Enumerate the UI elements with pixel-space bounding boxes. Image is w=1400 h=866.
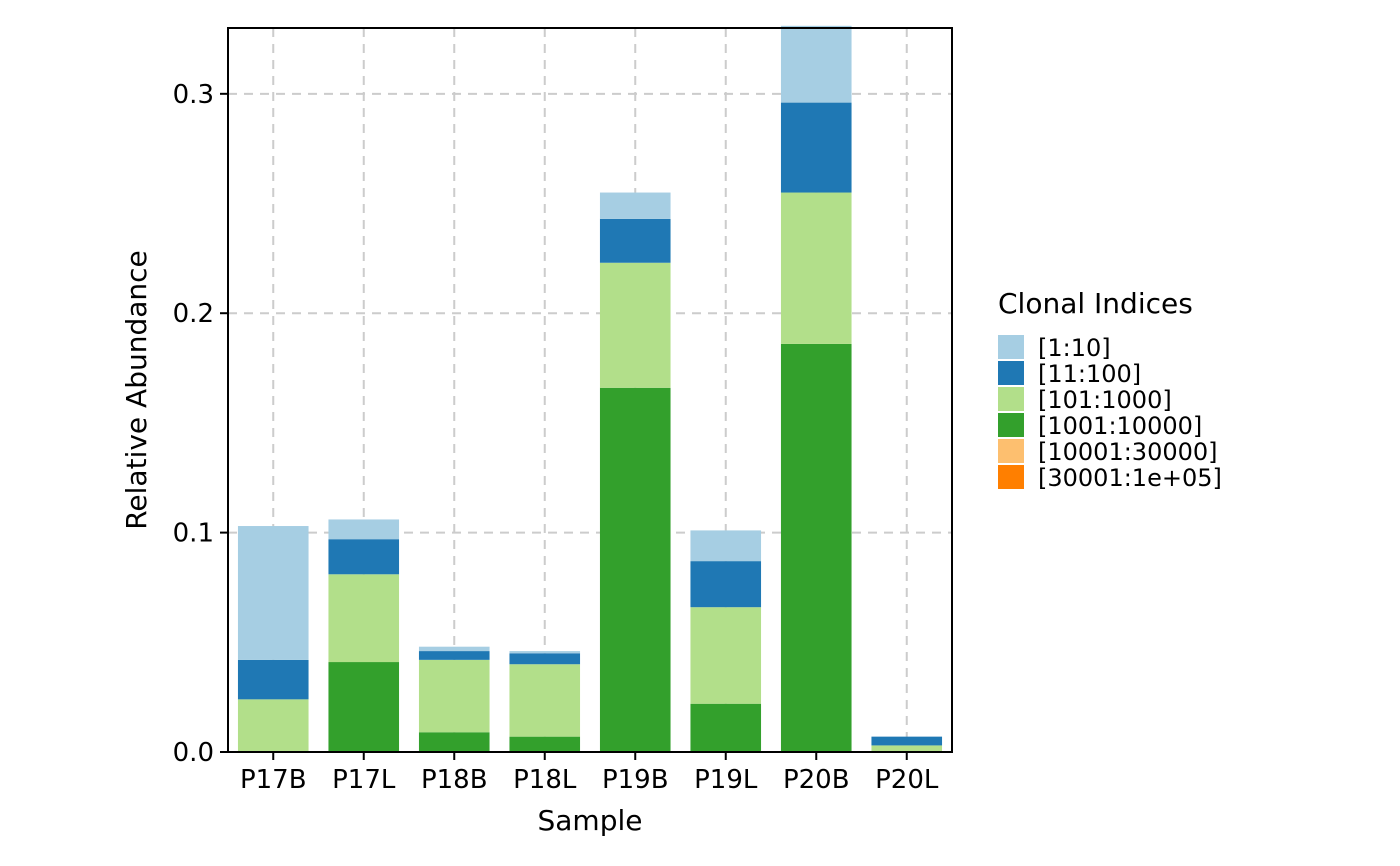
x-tick-label-5: P19L (694, 765, 758, 795)
legend-title: Clonal Indices (998, 287, 1193, 320)
bar-P18L-segment-2 (509, 736, 581, 752)
x-tick-label-7: P20L (875, 765, 939, 795)
bar-P17L-segment-4 (328, 539, 400, 575)
legend-label-4: [10001:30000] (1038, 438, 1218, 466)
x-tick-label-3: P18L (513, 765, 577, 795)
bar-P17B-segment-5 (237, 526, 309, 660)
y-axis-title: Relative Abundance (120, 250, 153, 530)
bar-P20L-segment-3 (871, 745, 943, 752)
x-tick-label-0: P17B (240, 765, 307, 795)
bar-P19L-segment-2 (690, 703, 762, 752)
bars (237, 25, 943, 752)
bar-P17B-segment-4 (237, 659, 309, 700)
x-axis: P17B P17L P18B P18L P19B P19L P20B P20L (240, 752, 939, 795)
bar-P18B-segment-5 (418, 646, 490, 652)
bar-P19L-segment-4 (690, 561, 762, 608)
legend: Clonal Indices [1:10][11:100][101:1000][… (998, 287, 1222, 492)
bar-P19B-segment-2 (599, 387, 671, 752)
plot-border (227, 27, 953, 753)
legend-label-5: [30001:1e+05] (1038, 464, 1222, 492)
legend-label-0: [1:10] (1038, 334, 1111, 362)
y-tick-label-2: 0.2 (173, 299, 214, 329)
bar-P20B-segment-2 (780, 343, 852, 752)
bar-P18L-segment-5 (509, 651, 581, 654)
legend-swatch-1 (998, 361, 1024, 385)
bar-P19L-segment-3 (690, 607, 762, 704)
legend-swatch-4 (998, 439, 1024, 463)
legend-label-2: [101:1000] (1038, 386, 1172, 414)
bar-P17L-segment-5 (328, 519, 400, 540)
bar-P17L-segment-2 (328, 662, 400, 752)
x-tick-label-1: P17L (332, 765, 396, 795)
bar-P18B-segment-3 (418, 659, 490, 733)
bar-P18B-segment-2 (418, 732, 490, 752)
bar-P20L-segment-4 (871, 736, 943, 746)
bar-P18B-segment-4 (418, 651, 490, 660)
x-tick-label-2: P18B (421, 765, 488, 795)
legend-label-1: [11:100] (1038, 360, 1141, 388)
x-tick-label-4: P19B (602, 765, 669, 795)
legend-swatch-2 (998, 387, 1024, 411)
x-axis-title: Sample (538, 804, 643, 837)
bar-P19L-segment-5 (690, 530, 762, 562)
y-tick-label-1: 0.1 (173, 519, 214, 549)
legend-label-3: [1001:10000] (1038, 412, 1202, 440)
bar-P19B-segment-3 (599, 262, 671, 388)
bar-P17B-segment-3 (237, 699, 309, 752)
bar-P18L-segment-4 (509, 653, 581, 665)
y-tick-label-0: 0.0 (173, 738, 214, 768)
bar-P17L-segment-3 (328, 574, 400, 663)
y-tick-label-3: 0.3 (173, 80, 214, 110)
legend-swatch-0 (998, 335, 1024, 359)
legend-swatch-5 (998, 465, 1024, 489)
bar-P19B-segment-4 (599, 218, 671, 263)
legend-swatch-3 (998, 413, 1024, 437)
bar-P20B-segment-4 (780, 102, 852, 193)
bar-P20B-segment-3 (780, 192, 852, 344)
bar-P18L-segment-3 (509, 664, 581, 737)
bar-P19B-segment-5 (599, 192, 671, 219)
y-axis: 0.0 0.1 0.2 0.3 (173, 80, 228, 768)
x-tick-label-6: P20B (783, 765, 850, 795)
bar-P20B-segment-5 (780, 25, 852, 103)
